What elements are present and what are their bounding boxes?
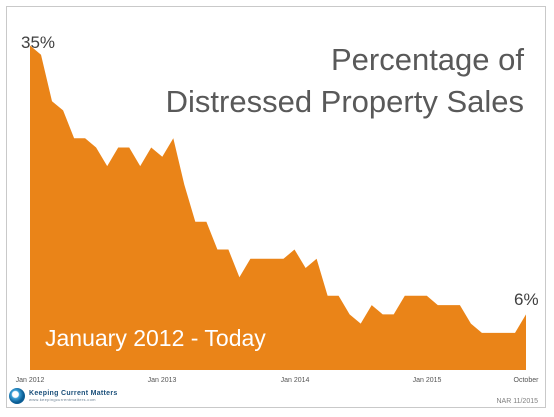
logo-name: Keeping Current Matters: [29, 390, 118, 397]
keeping-current-matters-logo: Keeping Current Matters www.keepingcurre…: [9, 388, 118, 404]
chart-title-line-2: Distressed Property Sales: [165, 84, 524, 119]
logo-url: www.keepingcurrentmatters.com: [29, 397, 96, 402]
x-tick-label: Jan 2015: [412, 377, 442, 384]
end-value-label: 6%: [514, 290, 539, 309]
x-tick-label: Jan 2012: [15, 377, 45, 384]
start-value-label: 35%: [21, 33, 56, 52]
date-range-overlay: January 2012 - Today: [45, 325, 266, 351]
distressed-sales-area: [30, 45, 526, 370]
x-tick-label: Jan 2013: [147, 377, 177, 384]
chart-title-line-1: Percentage of: [330, 42, 524, 77]
source-note: NAR 11/2015: [496, 398, 538, 405]
x-tick-label: Jan 2014: [280, 377, 310, 384]
x-tick-label: October: [513, 377, 539, 384]
logo-swirl-icon: [9, 388, 25, 404]
